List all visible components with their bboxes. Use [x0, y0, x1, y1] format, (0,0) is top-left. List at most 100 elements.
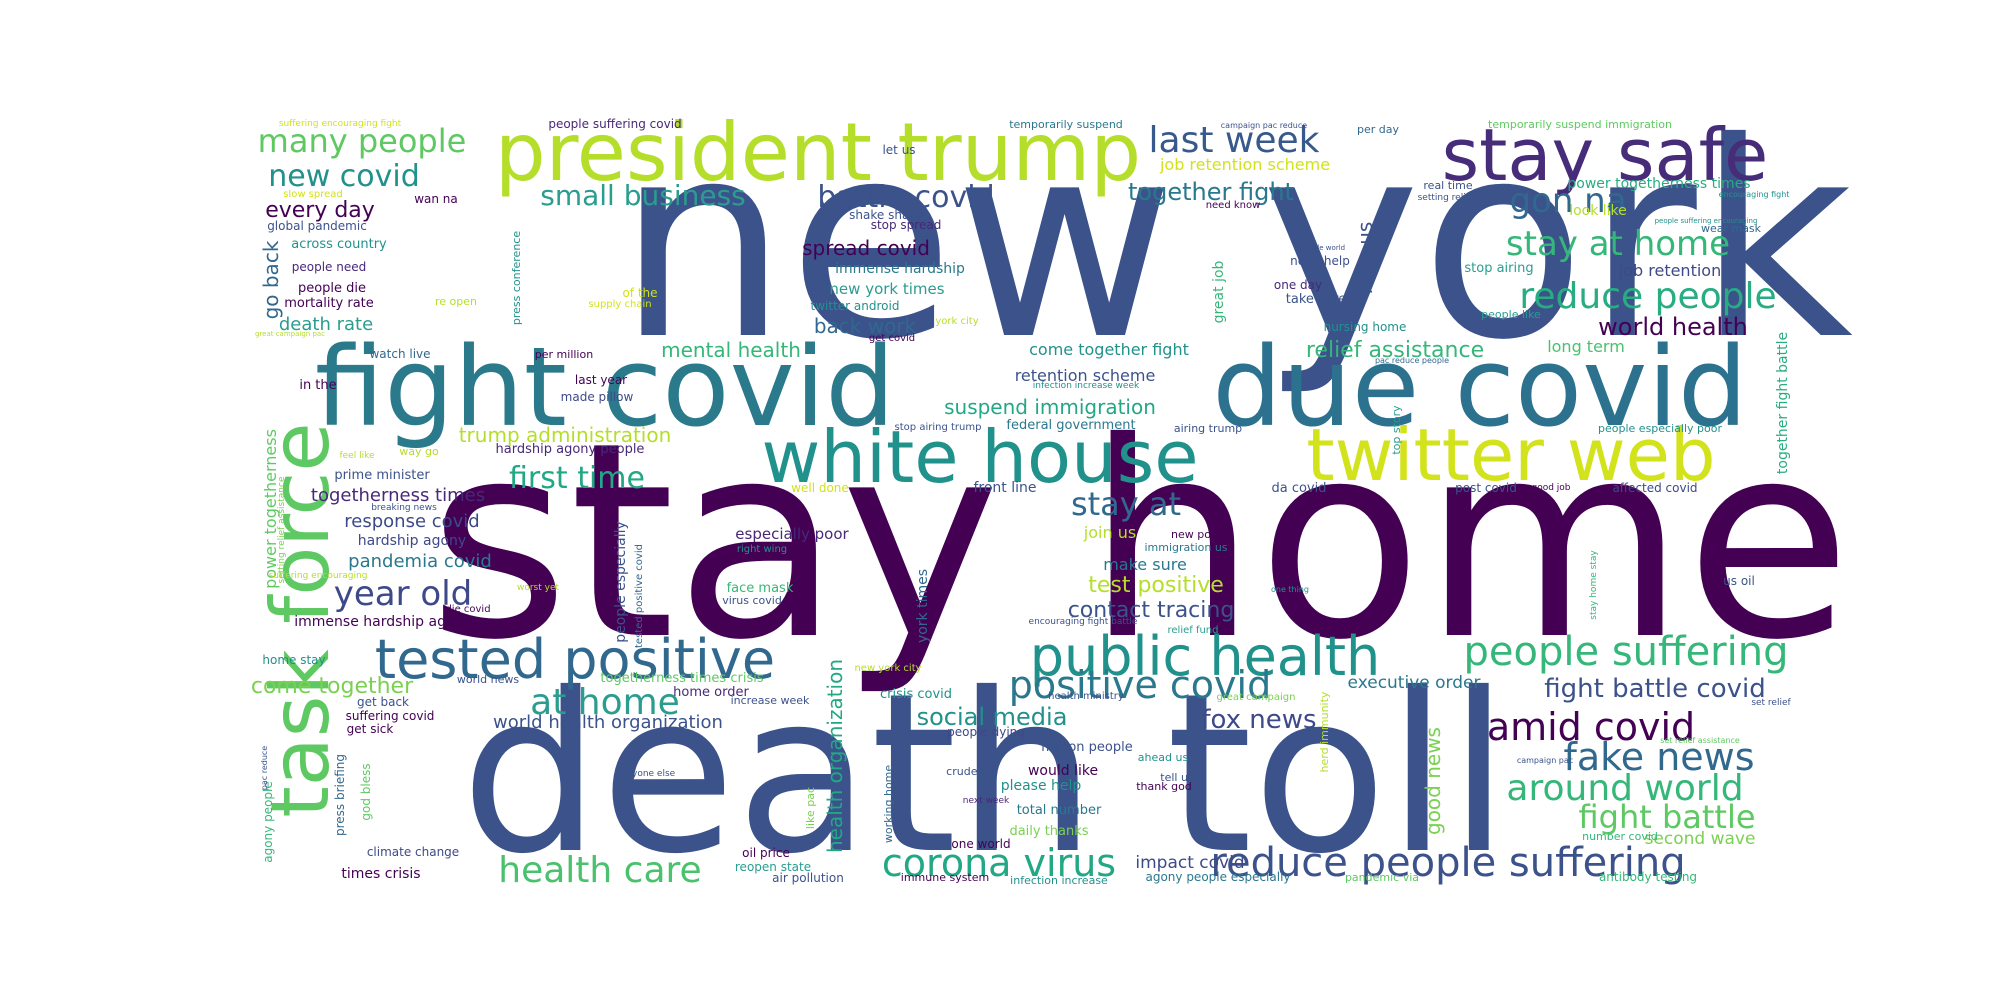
word-good-news: good news	[1421, 727, 1445, 835]
word-togetherness-times: togetherness times	[311, 485, 485, 506]
word-encouraging-fight: encouraging fight	[1719, 190, 1790, 199]
word-way-go: way go	[399, 445, 439, 458]
word-stay-home: stay home	[428, 384, 1851, 699]
word-contact-tracing: contact tracing	[1068, 598, 1235, 623]
word-mortality-rate: mortality rate	[284, 296, 374, 311]
word-infection-increase: infection increase	[1010, 874, 1108, 887]
word-feel-like: feel like	[339, 451, 374, 461]
word-stay-home-stay: stay home stay	[1589, 550, 1599, 620]
word-suffering-covid: suffering covid	[346, 709, 435, 723]
word-new-covid: new covid	[268, 159, 420, 194]
word-stop-airing-trump: stop airing trump	[895, 422, 982, 433]
word-test-positive: test positive	[1088, 573, 1224, 598]
word-task-force: task force	[254, 422, 347, 817]
word-relief-assistance: relief assistance	[1306, 338, 1484, 363]
word-one-world: one world	[951, 837, 1010, 851]
word-would-like: would like	[1028, 763, 1098, 779]
word-fake-news: fake news	[1563, 735, 1754, 779]
word-global-pandemic: global pandemic	[267, 219, 367, 233]
word-per-million: per million	[535, 348, 593, 361]
word-pac-reduce: pac reduce	[260, 746, 269, 791]
word-agony-people-especially: agony people especially	[1145, 870, 1290, 884]
word-times-crisis: times crisis	[341, 866, 420, 882]
word-in-the: in the	[299, 378, 336, 393]
word-oil-price: oil price	[742, 846, 790, 860]
word-positive-covid: positive covid	[1009, 663, 1271, 707]
word-take-care: take care	[1286, 292, 1346, 307]
word-climate-change: climate change	[367, 845, 459, 859]
word-tell-us: tell us	[1160, 771, 1194, 784]
word-go-back: go back	[259, 240, 283, 319]
word-good-job: good job	[1531, 483, 1570, 493]
word-ahead-us: ahead us	[1138, 751, 1189, 764]
word-twitter-web: twitter web	[1306, 413, 1715, 497]
word-reduce-people: reduce people	[1519, 276, 1776, 317]
word-due-covid: due covid	[1212, 323, 1747, 451]
word-last-week: last week	[1149, 120, 1320, 161]
word-top-story: top story	[1390, 405, 1403, 455]
word-home-order: home order	[673, 685, 749, 700]
word-people-die: people die	[298, 281, 366, 296]
word-working-home: working home	[882, 765, 895, 844]
word-total-number: total number	[1017, 803, 1102, 818]
word-people-suffering-covid: people suffering covid	[548, 117, 681, 131]
word-fight-battle-covid: fight battle covid	[1544, 674, 1765, 704]
word-stay-at: stay at	[1071, 485, 1181, 523]
word-impact-covid: impact covid	[1135, 853, 1244, 873]
word-da-covid: da covid	[1271, 481, 1326, 496]
word-affected-covid: affected covid	[1612, 481, 1697, 495]
word-great-campaign-pac: great campaign pac	[255, 330, 325, 338]
word-gon-na: gon na	[1509, 181, 1626, 221]
word-immense-hardship-agony: immense hardship agony	[294, 614, 471, 630]
word-press-briefing: press briefing	[333, 754, 347, 836]
word-real-time: real time	[1423, 179, 1472, 192]
word-supply-chain: supply chain	[588, 299, 651, 310]
word-corona-virus: corona virus	[882, 841, 1116, 885]
word-power-togetherness: power togetherness	[261, 429, 280, 589]
word-nursing-home: nursing home	[1324, 320, 1407, 334]
word-get-sick: get sick	[347, 722, 394, 736]
word-public-health: public health	[1030, 625, 1381, 688]
word-well-done: well done	[791, 481, 849, 495]
word-trump-administration: trump administration	[459, 423, 672, 447]
word-fight-battle: fight battle	[1578, 798, 1755, 836]
word-new-york-times: new york times	[829, 280, 944, 298]
word-hardship-agony-people: hardship agony people	[496, 442, 645, 457]
word-york-times: york times	[915, 569, 931, 643]
word-power-togetherness-times: power togetherness times	[1567, 176, 1750, 192]
word-across-country: across country	[291, 237, 387, 252]
word-health-care: health care	[498, 850, 701, 891]
word-campaign-pac-reduce: campaign pac reduce	[1221, 121, 1307, 130]
word-new-york-city: new york city	[854, 663, 921, 674]
word-suffering-encouraging: suffering encouraging	[269, 571, 368, 581]
word-setting-relief: setting relief	[1418, 193, 1476, 203]
word-world-health-organization: world health organization	[493, 712, 723, 733]
word-tested-positive-covid: tested positive covid	[634, 544, 645, 648]
word-new-post: new post	[1171, 528, 1222, 541]
word-twitter-android: twitter android	[811, 299, 900, 313]
word-next-week: next week	[963, 796, 1010, 806]
word-pac-reduce-people: pac reduce people	[1375, 356, 1449, 365]
word-wan-na: wan na	[414, 192, 458, 206]
word-set-relief: set relief	[1751, 698, 1791, 708]
word-social-media: social media	[917, 703, 1068, 731]
word-retention-scheme: retention scheme	[1015, 366, 1156, 385]
word-mental-health: mental health	[661, 338, 801, 362]
word-air-pollution: air pollution	[772, 871, 844, 885]
word-people-need: people need	[292, 260, 366, 274]
word-stay-safe: stay safe	[1442, 113, 1769, 197]
word-press-conference: press conference	[510, 231, 523, 325]
word-temporarily-suspend-immigration: temporarily suspend immigration	[1488, 118, 1672, 131]
word-health-ministry: health ministry	[1048, 691, 1124, 702]
word-crisis-covid: crisis covid	[880, 687, 952, 702]
word-first-time: first time	[509, 461, 645, 496]
word-long-term: long term	[1547, 337, 1625, 356]
word-death-toll: death toll	[461, 646, 1510, 902]
word-great-campaign: great campaign	[1217, 692, 1296, 703]
word-amid-covid: amid covid	[1487, 705, 1695, 749]
word-spread-covid: spread covid	[802, 236, 930, 260]
word-thank-god: thank god	[1136, 780, 1192, 793]
word-need-know: need know	[1206, 200, 1261, 211]
word-come-together-fight: come together fight	[1029, 340, 1189, 359]
